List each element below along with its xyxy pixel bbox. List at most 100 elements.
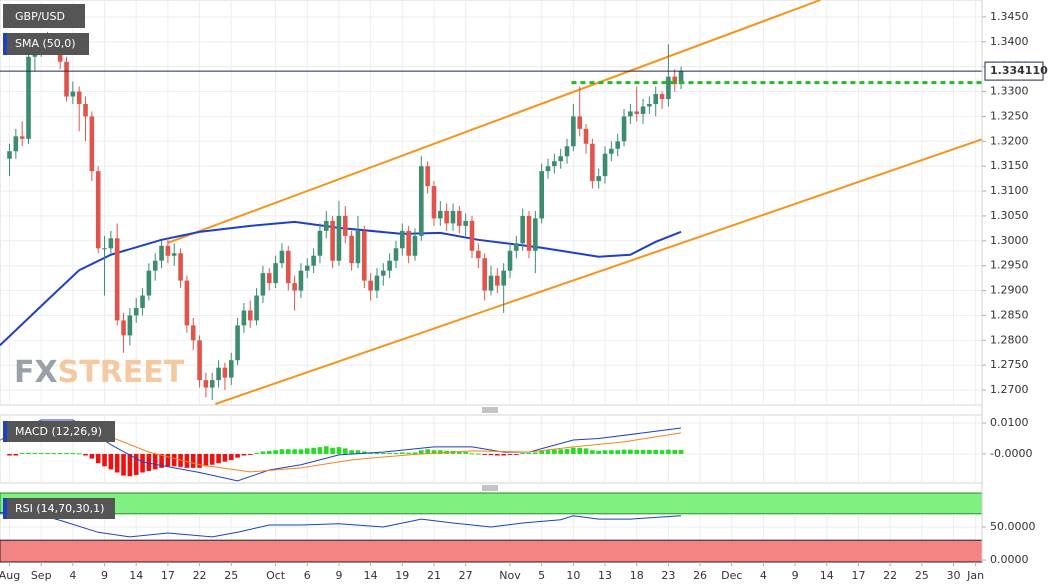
macd-histogram-bar — [545, 450, 551, 454]
trend-line — [215, 138, 982, 405]
candle-body — [184, 280, 190, 326]
macd-histogram-bar — [273, 450, 278, 454]
y-tick-label: 50.0000 — [990, 520, 1036, 533]
candle-body — [653, 94, 659, 104]
macd-histogram-bar — [64, 453, 69, 455]
x-tick-label: 14 — [364, 569, 378, 582]
candle-body — [317, 230, 323, 256]
macd-histogram-bar — [292, 449, 297, 454]
y-tick-label: 1.3250 — [990, 109, 1029, 122]
candle-body — [178, 253, 183, 281]
macd-histogram-bar — [349, 450, 354, 454]
x-tick-label: 4 — [69, 569, 76, 582]
candle-body — [431, 186, 437, 219]
x-tick-label: Aug — [0, 569, 20, 582]
resize-handle[interactable] — [482, 485, 498, 491]
candle-body — [323, 220, 329, 231]
candle-body — [133, 307, 139, 316]
candle-body — [463, 220, 468, 226]
candle-body — [495, 275, 500, 286]
x-tick-label: 17 — [851, 569, 865, 582]
candle-body — [121, 320, 126, 336]
x-tick-label: Oct — [266, 569, 286, 582]
candle-body — [469, 220, 475, 251]
y-tick-label: 1.2800 — [990, 333, 1029, 346]
macd-panel — [0, 414, 983, 484]
x-tick-label: 9 — [792, 569, 799, 582]
macd-histogram-bar — [526, 453, 532, 455]
macd-histogram-bar — [457, 451, 462, 454]
x-tick-label: Sep — [31, 569, 52, 582]
rsi-swatch — [3, 498, 7, 519]
candle-body — [406, 230, 411, 256]
candle-body — [634, 111, 640, 114]
macd-histogram-bar — [374, 452, 380, 454]
y-tick-label: 1.3100 — [990, 184, 1029, 197]
sma-label: SMA (50,0) — [15, 37, 76, 50]
macd-histogram-bar — [152, 453, 158, 470]
macd-histogram-bar — [298, 449, 304, 454]
macd-histogram-bar — [108, 453, 114, 470]
macd-histogram-bar — [431, 450, 437, 454]
macd-histogram-bar — [241, 453, 247, 456]
macd-histogram-bar — [317, 447, 323, 454]
candle-body — [159, 245, 164, 261]
macd-histogram-bar — [89, 453, 95, 459]
macd-histogram-bar — [425, 449, 430, 454]
macd-histogram-bar — [235, 453, 240, 458]
resize-handle[interactable] — [482, 407, 498, 413]
candle-body — [190, 325, 196, 341]
candle-body — [127, 315, 133, 336]
candle-body — [488, 275, 494, 291]
macd-swatch — [3, 421, 7, 442]
candle-body — [476, 250, 481, 259]
candle-body — [659, 94, 665, 100]
y-tick-label: 1.2950 — [990, 259, 1029, 272]
y-tick-label: 1.2850 — [990, 308, 1029, 321]
macd-histogram-bar — [488, 453, 494, 456]
y-tick-label: -0.0000 — [990, 447, 1032, 460]
candle-body — [577, 116, 582, 129]
macd-histogram-bar — [342, 448, 348, 454]
candle-body — [76, 91, 82, 104]
main-panel — [0, 0, 983, 406]
macd-histogram-bar — [114, 453, 120, 473]
macd-histogram-bar — [590, 450, 595, 454]
y-tick-label: 1.2900 — [990, 284, 1029, 297]
candle-body — [171, 253, 177, 256]
macd-histogram-bar — [615, 450, 621, 454]
symbol-label: GBP/USD — [15, 10, 65, 23]
macd-histogram-bar — [564, 449, 570, 454]
x-tick-label: 25 — [224, 569, 238, 582]
candle-body — [102, 248, 107, 250]
macd-histogram-bar — [190, 453, 196, 468]
candle-body — [146, 270, 152, 296]
macd-histogram-bar — [76, 453, 82, 455]
candle-body — [583, 128, 589, 144]
y-tick-label: 1.3150 — [990, 159, 1029, 172]
macd-histogram-bar — [247, 453, 253, 455]
macd-histogram-bar — [285, 449, 291, 454]
macd-histogram-bar — [311, 447, 316, 454]
candle-body — [330, 220, 335, 261]
macd-histogram-bar — [13, 453, 19, 456]
candle-body — [514, 243, 519, 251]
x-tick-label: 23 — [661, 569, 675, 582]
macd-histogram-bar — [507, 453, 513, 455]
y-tick-label: 1.3000 — [990, 234, 1029, 247]
candle-body — [285, 250, 291, 284]
candle-body — [571, 116, 576, 147]
x-tick-label: 6 — [304, 569, 311, 582]
macd-histogram-bar — [653, 449, 659, 454]
macd-histogram-bar — [222, 453, 228, 462]
candle-body — [197, 340, 202, 381]
macd-histogram-bar — [596, 450, 602, 454]
macd-histogram-bar — [400, 452, 405, 454]
candle-body — [260, 273, 266, 296]
macd-histogram-bar — [634, 449, 640, 454]
x-tick-label: 22 — [193, 569, 207, 582]
candle-body — [564, 146, 570, 157]
candle-body — [545, 166, 551, 172]
